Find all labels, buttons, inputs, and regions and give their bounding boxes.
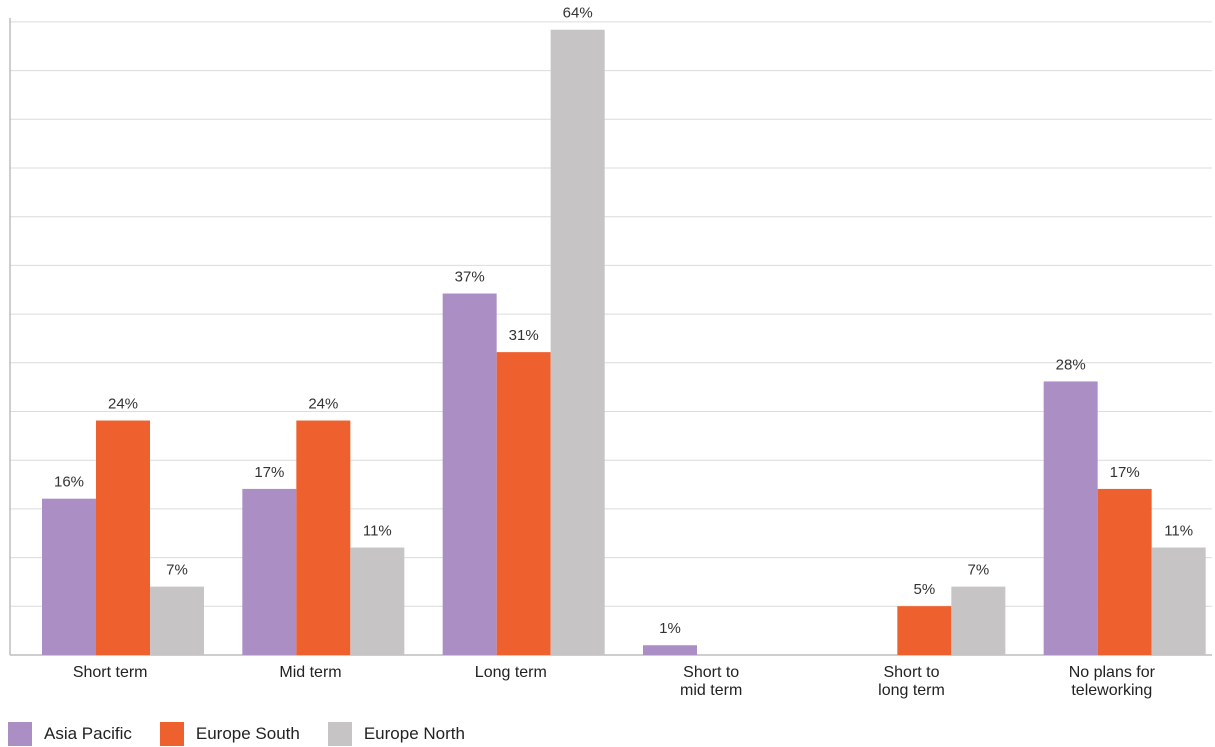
- bar-chart: Short term 16% 24% 7% Mid term 17% 24% 11% Long …: [9, 5, 1212, 699]
- bar: [242, 488, 297, 655]
- bar: [643, 645, 697, 655]
- x-tick-label: Short to mid term: [680, 664, 742, 699]
- data-label: 11%: [363, 523, 392, 540]
- data-label: 17%: [1110, 464, 1140, 481]
- data-label: 24%: [308, 396, 338, 413]
- x-tick-label: Short term: [73, 664, 148, 681]
- bar: [1151, 547, 1206, 655]
- x-tick-label-line: Short term: [73, 664, 148, 681]
- bar: [42, 498, 96, 655]
- data-label: 24%: [108, 396, 138, 413]
- data-label: 37%: [455, 269, 485, 286]
- data-label: 7%: [166, 562, 188, 579]
- data-label: 11%: [1164, 523, 1193, 540]
- data-label: 7%: [967, 562, 989, 579]
- legend-item-europe-north: Europe North: [327, 722, 465, 746]
- data-label: 31%: [509, 327, 539, 344]
- legend-swatch-europe-south: [159, 722, 184, 746]
- data-label: 5%: [913, 581, 935, 598]
- bar: [951, 586, 1006, 655]
- x-tick-label-line: Short to: [683, 664, 739, 681]
- x-tick-label-line: Long term: [475, 664, 547, 681]
- legend-label-europe-north: Europe North: [363, 724, 465, 743]
- legend-swatch-europe-north: [327, 722, 352, 746]
- legend-swatch-asia-pacific: [8, 722, 32, 746]
- bar: [442, 293, 497, 655]
- legend-label-asia-pacific: Asia Pacific: [44, 724, 132, 743]
- x-tick-label: Mid term: [279, 664, 341, 681]
- x-tick-label-line: teleworking: [1071, 682, 1152, 699]
- bar: [1097, 488, 1152, 655]
- x-tick-label-line: long term: [878, 682, 945, 699]
- data-label: 28%: [1056, 356, 1086, 373]
- legend: Asia Pacific Europe South Europe North: [8, 722, 493, 746]
- bar: [350, 547, 405, 655]
- legend-label-europe-south: Europe South: [195, 724, 300, 743]
- bar: [1043, 381, 1098, 655]
- x-tick-label-line: Mid term: [279, 664, 341, 681]
- x-tick-label-line: Short to: [883, 664, 939, 681]
- x-tick-label: Long term: [475, 664, 547, 681]
- legend-item-europe-south: Europe South: [159, 722, 300, 746]
- bar: [96, 420, 150, 655]
- bar: [897, 606, 952, 655]
- data-label: 16%: [54, 474, 84, 491]
- data-label: 17%: [254, 464, 284, 481]
- x-tick-label-line: No plans for: [1069, 664, 1156, 681]
- data-label: 64%: [563, 5, 593, 22]
- legend-item-asia-pacific: Asia Pacific: [8, 722, 132, 746]
- bar: [550, 29, 605, 656]
- bar: [296, 420, 351, 655]
- bar: [496, 352, 551, 655]
- x-tick-label: Short to long term: [878, 664, 945, 699]
- x-tick-label: No plans for teleworking: [1069, 664, 1156, 699]
- bar: [150, 586, 204, 655]
- x-tick-label-line: mid term: [680, 682, 742, 699]
- data-label: 1%: [659, 620, 681, 637]
